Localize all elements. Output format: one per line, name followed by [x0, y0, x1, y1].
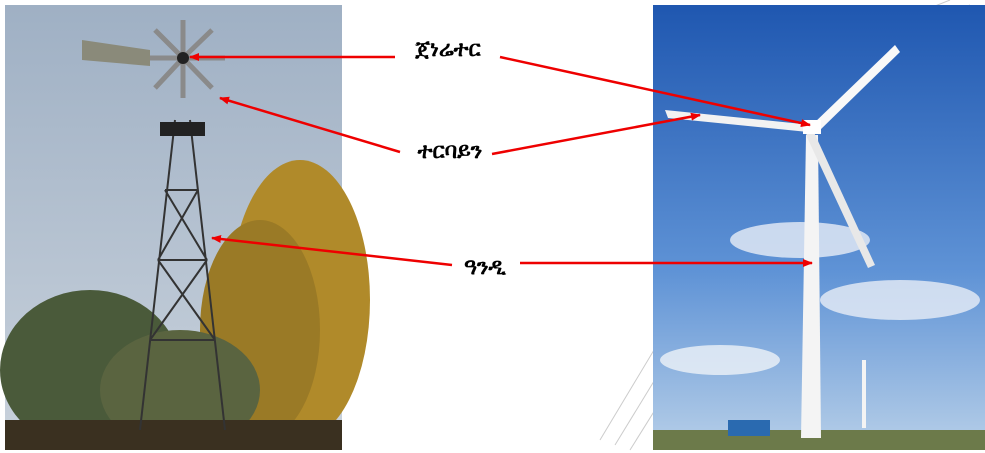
turbine-photo	[653, 5, 985, 450]
turbine-label: ተርባይን	[417, 139, 483, 164]
generator-label: ጀነሬተር	[414, 37, 481, 62]
diagram: ጀነሬተር ተርባይን ዓንዲ	[0, 0, 985, 453]
tower-label: ዓንዲ	[464, 255, 507, 280]
windmill-photo	[0, 5, 370, 450]
page: ጀነሬተር ተርባይን ዓንዲ (() => { const data = JS…	[0, 0, 985, 453]
